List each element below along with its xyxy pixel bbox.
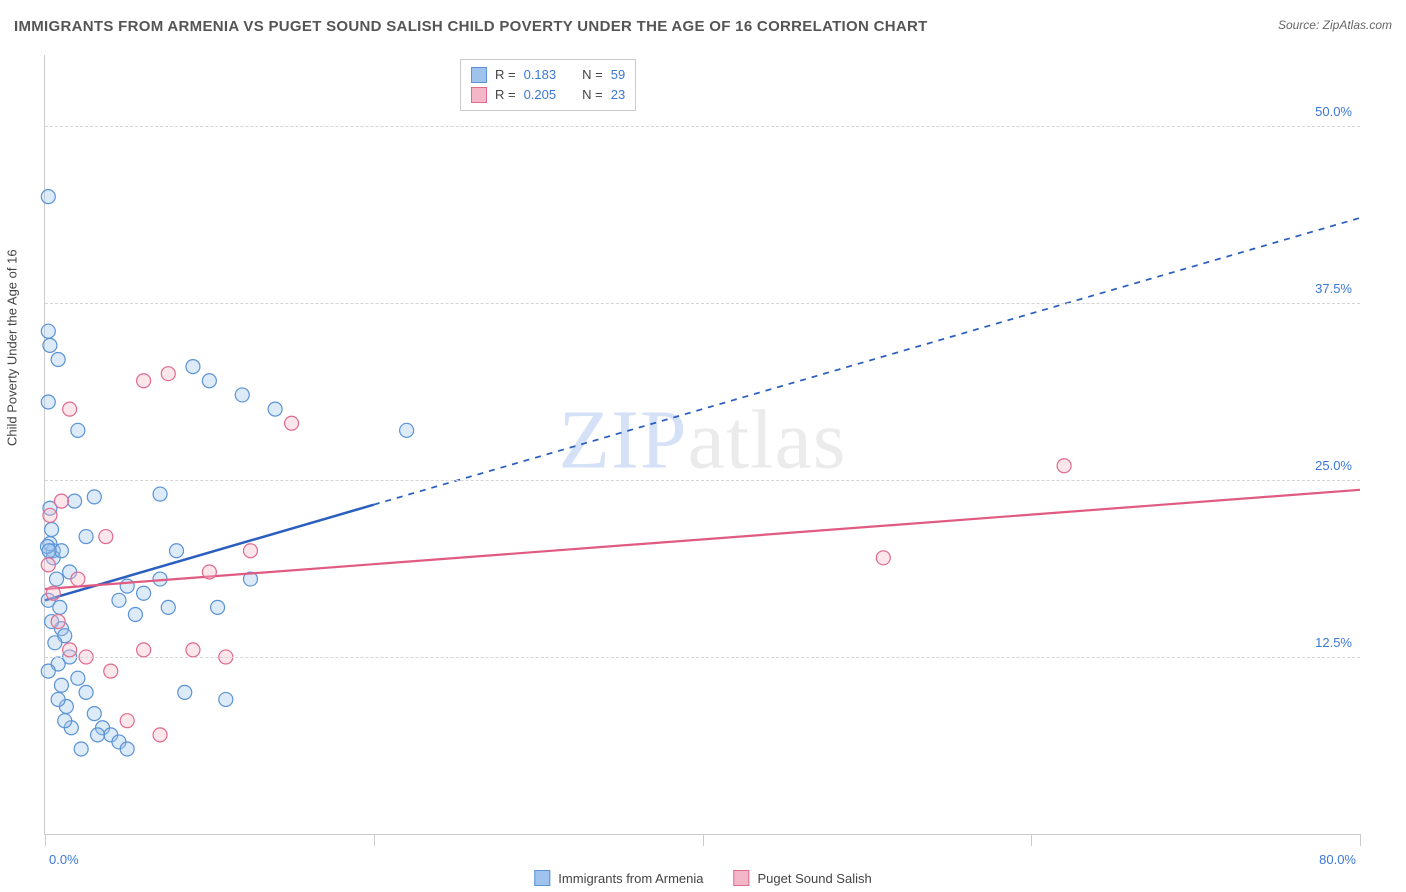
data-point <box>41 664 55 678</box>
swatch-series1-b <box>534 870 550 886</box>
data-point <box>137 643 151 657</box>
data-point <box>128 607 142 621</box>
data-point <box>48 636 62 650</box>
data-point <box>1057 459 1071 473</box>
data-point <box>42 544 56 558</box>
data-point <box>41 395 55 409</box>
correlation-legend: R = 0.183 N = 59 R = 0.205 N = 23 <box>460 59 636 111</box>
data-point <box>45 522 59 536</box>
data-point <box>79 530 93 544</box>
data-point <box>876 551 890 565</box>
data-point <box>120 742 134 756</box>
data-point <box>43 338 57 352</box>
source-label: Source: ZipAtlas.com <box>1278 18 1392 32</box>
data-point <box>104 664 118 678</box>
legend-item-series2: Puget Sound Salish <box>734 870 872 886</box>
x-tick-label-max: 80.0% <box>1319 852 1356 867</box>
x-tick-label-min: 0.0% <box>49 852 79 867</box>
data-point <box>285 416 299 430</box>
data-point <box>43 508 57 522</box>
legend-row-series1: R = 0.183 N = 59 <box>471 65 625 85</box>
legend-row-series2: R = 0.205 N = 23 <box>471 85 625 105</box>
swatch-series2 <box>471 87 487 103</box>
data-point <box>51 615 65 629</box>
data-point <box>50 572 64 586</box>
data-point <box>63 643 77 657</box>
swatch-series2-b <box>734 870 750 886</box>
data-point <box>186 643 200 657</box>
data-point <box>87 707 101 721</box>
data-point <box>41 190 55 204</box>
data-point <box>211 600 225 614</box>
chart-title: IMMIGRANTS FROM ARMENIA VS PUGET SOUND S… <box>14 18 928 35</box>
series-legend: Immigrants from Armenia Puget Sound Sali… <box>534 870 871 886</box>
data-point <box>161 367 175 381</box>
data-point <box>87 490 101 504</box>
swatch-series1 <box>471 67 487 83</box>
data-point <box>91 728 105 742</box>
data-point <box>120 579 134 593</box>
data-point <box>137 374 151 388</box>
data-point <box>170 544 184 558</box>
data-point <box>178 685 192 699</box>
plot-area: ZIPatlas R = 0.183 N = 59 R = 0.205 N = … <box>44 55 1360 835</box>
data-point <box>68 494 82 508</box>
data-point <box>153 487 167 501</box>
legend-item-series1: Immigrants from Armenia <box>534 870 703 886</box>
scatter-svg <box>45 55 1360 834</box>
data-point <box>186 360 200 374</box>
y-tick-label: 25.0% <box>1315 458 1352 473</box>
data-point <box>54 494 68 508</box>
data-point <box>99 530 113 544</box>
data-point <box>71 671 85 685</box>
data-point <box>235 388 249 402</box>
data-point <box>71 572 85 586</box>
y-tick-label: 12.5% <box>1315 635 1352 650</box>
data-point <box>112 593 126 607</box>
data-point <box>41 558 55 572</box>
data-point <box>41 324 55 338</box>
data-point <box>58 714 72 728</box>
data-point <box>51 353 65 367</box>
data-point <box>243 544 257 558</box>
data-point <box>120 714 134 728</box>
data-point <box>219 692 233 706</box>
data-point <box>400 423 414 437</box>
data-point <box>71 423 85 437</box>
data-point <box>74 742 88 756</box>
data-point <box>268 402 282 416</box>
data-point <box>161 600 175 614</box>
data-point <box>51 692 65 706</box>
data-point <box>63 402 77 416</box>
data-point <box>153 728 167 742</box>
y-tick-label: 37.5% <box>1315 281 1352 296</box>
y-axis-title: Child Poverty Under the Age of 16 <box>5 249 20 446</box>
data-point <box>202 374 216 388</box>
data-point <box>79 685 93 699</box>
data-point <box>202 565 216 579</box>
data-point <box>46 586 60 600</box>
y-tick-label: 50.0% <box>1315 104 1352 119</box>
data-point <box>54 678 68 692</box>
data-point <box>137 586 151 600</box>
